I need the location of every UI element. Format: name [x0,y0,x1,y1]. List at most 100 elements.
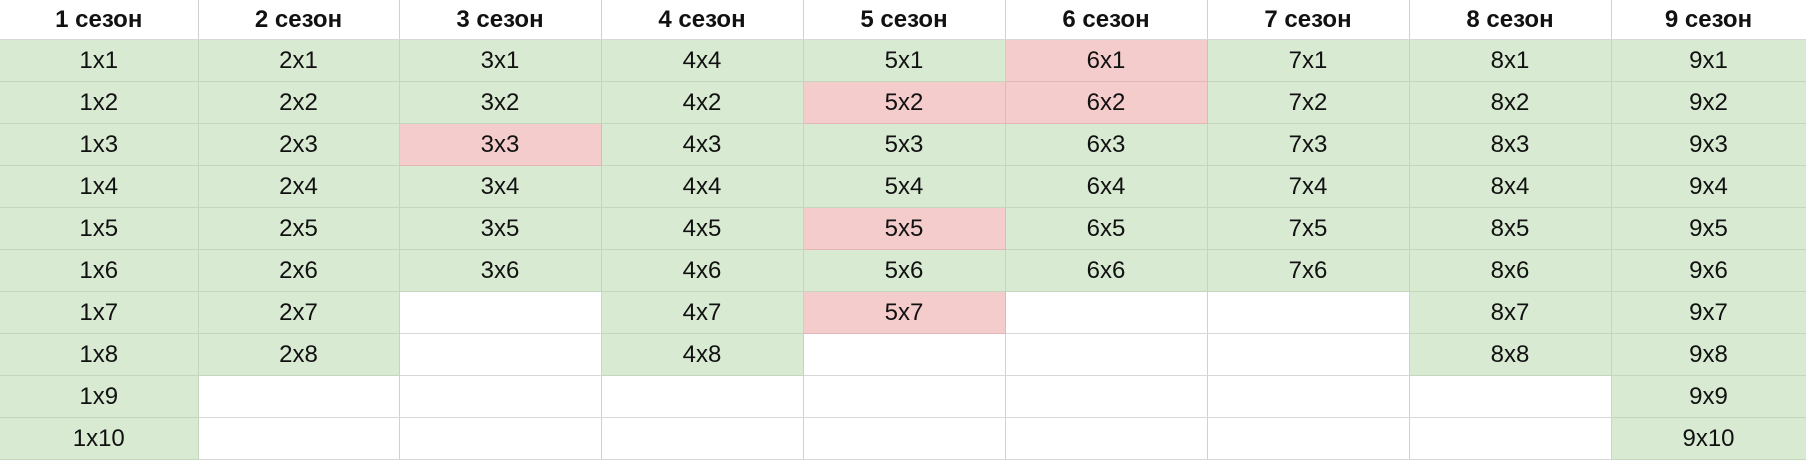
episode-cell[interactable]: 2x6 [198,249,400,292]
episode-cell[interactable] [803,375,1006,418]
episode-cell[interactable] [399,417,602,460]
episode-cell[interactable] [1005,417,1208,460]
column-header-season-8[interactable]: 8 сезон [1409,0,1612,40]
episode-cell[interactable]: 1x5 [0,207,199,250]
episode-cell[interactable]: 2x2 [198,81,400,124]
episode-cell[interactable]: 4x7 [601,291,804,334]
episode-cell[interactable]: 1x8 [0,333,199,376]
episode-cell[interactable]: 4x2 [601,81,804,124]
column-header-season-1[interactable]: 1 сезон [0,0,199,40]
column-header-season-2[interactable]: 2 сезон [198,0,400,40]
episode-cell[interactable] [803,333,1006,376]
episode-cell[interactable]: 4x8 [601,333,804,376]
episode-cell[interactable] [399,291,602,334]
episode-cell[interactable]: 4x6 [601,249,804,292]
episode-cell[interactable]: 5x4 [803,165,1006,208]
episode-cell[interactable] [399,333,602,376]
episode-cell[interactable]: 6x2 [1005,81,1208,124]
episode-cell[interactable]: 7x4 [1207,165,1410,208]
column-header-season-9[interactable]: 9 сезон [1611,0,1806,40]
episode-cell[interactable]: 9x2 [1611,81,1806,124]
episode-cell[interactable]: 1x2 [0,81,199,124]
episode-cell[interactable]: 2x8 [198,333,400,376]
episode-cell[interactable] [1409,417,1612,460]
episode-cell[interactable]: 6x6 [1005,249,1208,292]
episode-cell[interactable]: 8x3 [1409,123,1612,166]
episode-cell[interactable]: 3x4 [399,165,602,208]
column-header-season-4[interactable]: 4 сезон [601,0,804,40]
episode-cell[interactable]: 2x4 [198,165,400,208]
episode-cell[interactable]: 4x4 [601,39,804,82]
episode-cell[interactable] [1409,375,1612,418]
episode-cell[interactable]: 9x5 [1611,207,1806,250]
episode-cell[interactable]: 6x3 [1005,123,1208,166]
episode-cell[interactable]: 1x1 [0,39,199,82]
episode-cell[interactable]: 8x4 [1409,165,1612,208]
episode-cell[interactable]: 9x7 [1611,291,1806,334]
episode-cell[interactable] [1207,375,1410,418]
episode-cell[interactable]: 9x10 [1611,417,1806,460]
column-header-season-3[interactable]: 3 сезон [399,0,602,40]
episode-cell[interactable]: 4x3 [601,123,804,166]
column-header-season-5[interactable]: 5 сезон [803,0,1006,40]
episode-cell[interactable] [198,417,400,460]
episode-cell[interactable]: 5x7 [803,291,1006,334]
episode-cell[interactable] [1005,333,1208,376]
episode-cell[interactable]: 2x3 [198,123,400,166]
episode-cell[interactable]: 7x6 [1207,249,1410,292]
episode-cell[interactable]: 2x1 [198,39,400,82]
episode-cell[interactable]: 7x5 [1207,207,1410,250]
episode-cell[interactable]: 3x2 [399,81,602,124]
column-header-season-7[interactable]: 7 сезон [1207,0,1410,40]
episode-cell[interactable]: 8x8 [1409,333,1612,376]
episode-cell[interactable]: 6x5 [1005,207,1208,250]
episode-cell[interactable]: 6x1 [1005,39,1208,82]
episode-cell[interactable]: 5x1 [803,39,1006,82]
episode-cell[interactable]: 8x5 [1409,207,1612,250]
episode-cell[interactable] [1207,417,1410,460]
episode-cell[interactable]: 9x6 [1611,249,1806,292]
episode-cell[interactable]: 6x4 [1005,165,1208,208]
episode-cell[interactable] [1207,291,1410,334]
episode-cell[interactable]: 1x4 [0,165,199,208]
episode-cell[interactable]: 4x4 [601,165,804,208]
episode-cell[interactable]: 3x1 [399,39,602,82]
episode-cell[interactable]: 2x7 [198,291,400,334]
episode-cell[interactable]: 3x5 [399,207,602,250]
episode-cell[interactable]: 8x2 [1409,81,1612,124]
episode-cell[interactable]: 5x2 [803,81,1006,124]
episode-cell[interactable]: 9x3 [1611,123,1806,166]
episode-cell[interactable]: 1x9 [0,375,199,418]
episode-cell[interactable]: 2x5 [198,207,400,250]
episode-cell[interactable]: 7x2 [1207,81,1410,124]
column-header-season-6[interactable]: 6 сезон [1005,0,1208,40]
episode-cell[interactable]: 1x10 [0,417,199,460]
episode-cell[interactable]: 7x3 [1207,123,1410,166]
episode-cell[interactable]: 4x5 [601,207,804,250]
episode-cell[interactable]: 8x6 [1409,249,1612,292]
episode-cell[interactable]: 3x6 [399,249,602,292]
episode-cell[interactable]: 9x9 [1611,375,1806,418]
episode-cell[interactable] [1207,333,1410,376]
episode-cell[interactable]: 8x1 [1409,39,1612,82]
episode-cell[interactable] [601,375,804,418]
episode-cell[interactable] [601,417,804,460]
episode-cell[interactable] [399,375,602,418]
episode-cell[interactable]: 7x1 [1207,39,1410,82]
episode-cell[interactable]: 1x3 [0,123,199,166]
episode-cell[interactable]: 9x4 [1611,165,1806,208]
episode-cell[interactable]: 9x1 [1611,39,1806,82]
episode-cell[interactable]: 9x8 [1611,333,1806,376]
episode-cell[interactable] [1005,375,1208,418]
episode-cell[interactable]: 5x6 [803,249,1006,292]
episode-cell[interactable]: 5x5 [803,207,1006,250]
episode-cell[interactable] [198,375,400,418]
episode-cell[interactable]: 1x7 [0,291,199,334]
episode-cell[interactable]: 8x7 [1409,291,1612,334]
episode-cell[interactable] [803,417,1006,460]
episode-cell[interactable]: 1x6 [0,249,199,292]
episode-cell[interactable] [1005,291,1208,334]
episode-cell[interactable]: 3x3 [399,123,602,166]
episode-cell[interactable]: 5x3 [803,123,1006,166]
